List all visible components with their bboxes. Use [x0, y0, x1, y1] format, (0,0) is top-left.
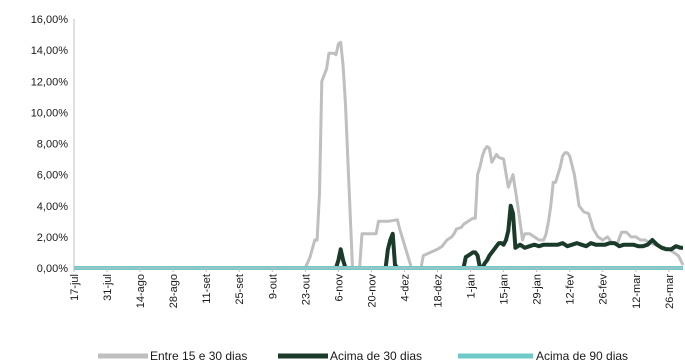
x-tick-label: 9-out [267, 274, 279, 299]
legend-label-3: Acima de 90 dias [536, 349, 628, 363]
x-axis-ticks [73, 268, 670, 272]
x-axis-labels: 17-jul 31-jul 14-ago 28-ago 11-set 25-set 9-ou… [69, 274, 676, 309]
x-tick-label: 25-set [234, 274, 246, 305]
legend-label-2: Acima de 30 dias [330, 349, 422, 363]
legend-label-1: Entre 15 e 30 dias [150, 349, 247, 363]
x-tick-label: 28-ago [168, 274, 180, 308]
y-tick-label: 10,00% [31, 107, 69, 119]
y-tick-label: 8,00% [37, 139, 68, 151]
x-tick-label: 18-dez [433, 274, 445, 308]
x-tick-label: 20-nov [366, 274, 378, 308]
series-line-2 [74, 203, 683, 270]
y-tick-label: 14,00% [31, 45, 69, 57]
y-tick-label: 6,00% [37, 170, 68, 182]
x-tick-label: 11-set [201, 274, 213, 304]
x-tick-label: 4-dez [399, 274, 411, 302]
y-tick-label: 0,00% [37, 263, 68, 275]
x-tick-label: 6-nov [333, 274, 345, 302]
y-tick-label: 2,00% [37, 232, 68, 244]
x-tick-label: 17-jul [69, 274, 81, 301]
x-tick-label: 23-out [300, 274, 312, 305]
legend: Entre 15 e 30 dias Acima de 30 dias Acima … [98, 349, 628, 363]
x-tick-label: 15-jan [499, 274, 511, 305]
x-tick-label: 31-jul [102, 274, 114, 301]
x-tick-label: 14-ago [135, 274, 147, 308]
y-tick-label: 4,00% [37, 201, 68, 213]
x-tick-label: 29-jan [532, 274, 544, 305]
y-tick-label: 16,00% [31, 14, 69, 26]
x-tick-label: 26-fev [598, 274, 610, 305]
x-tick-label: 12-mar [631, 274, 643, 309]
y-axis-labels: 0,00% 2,00% 4,00% 6,00% 8,00% 10,00% 12,00% 14,… [31, 14, 69, 275]
series-lines [74, 40, 685, 270]
series-line-1 [74, 40, 685, 270]
x-tick-label: 1-jan [466, 274, 478, 298]
x-tick-label: 12-fev [565, 274, 577, 305]
x-tick-label: 26-mar [664, 274, 676, 309]
y-tick-label: 12,00% [31, 76, 69, 88]
